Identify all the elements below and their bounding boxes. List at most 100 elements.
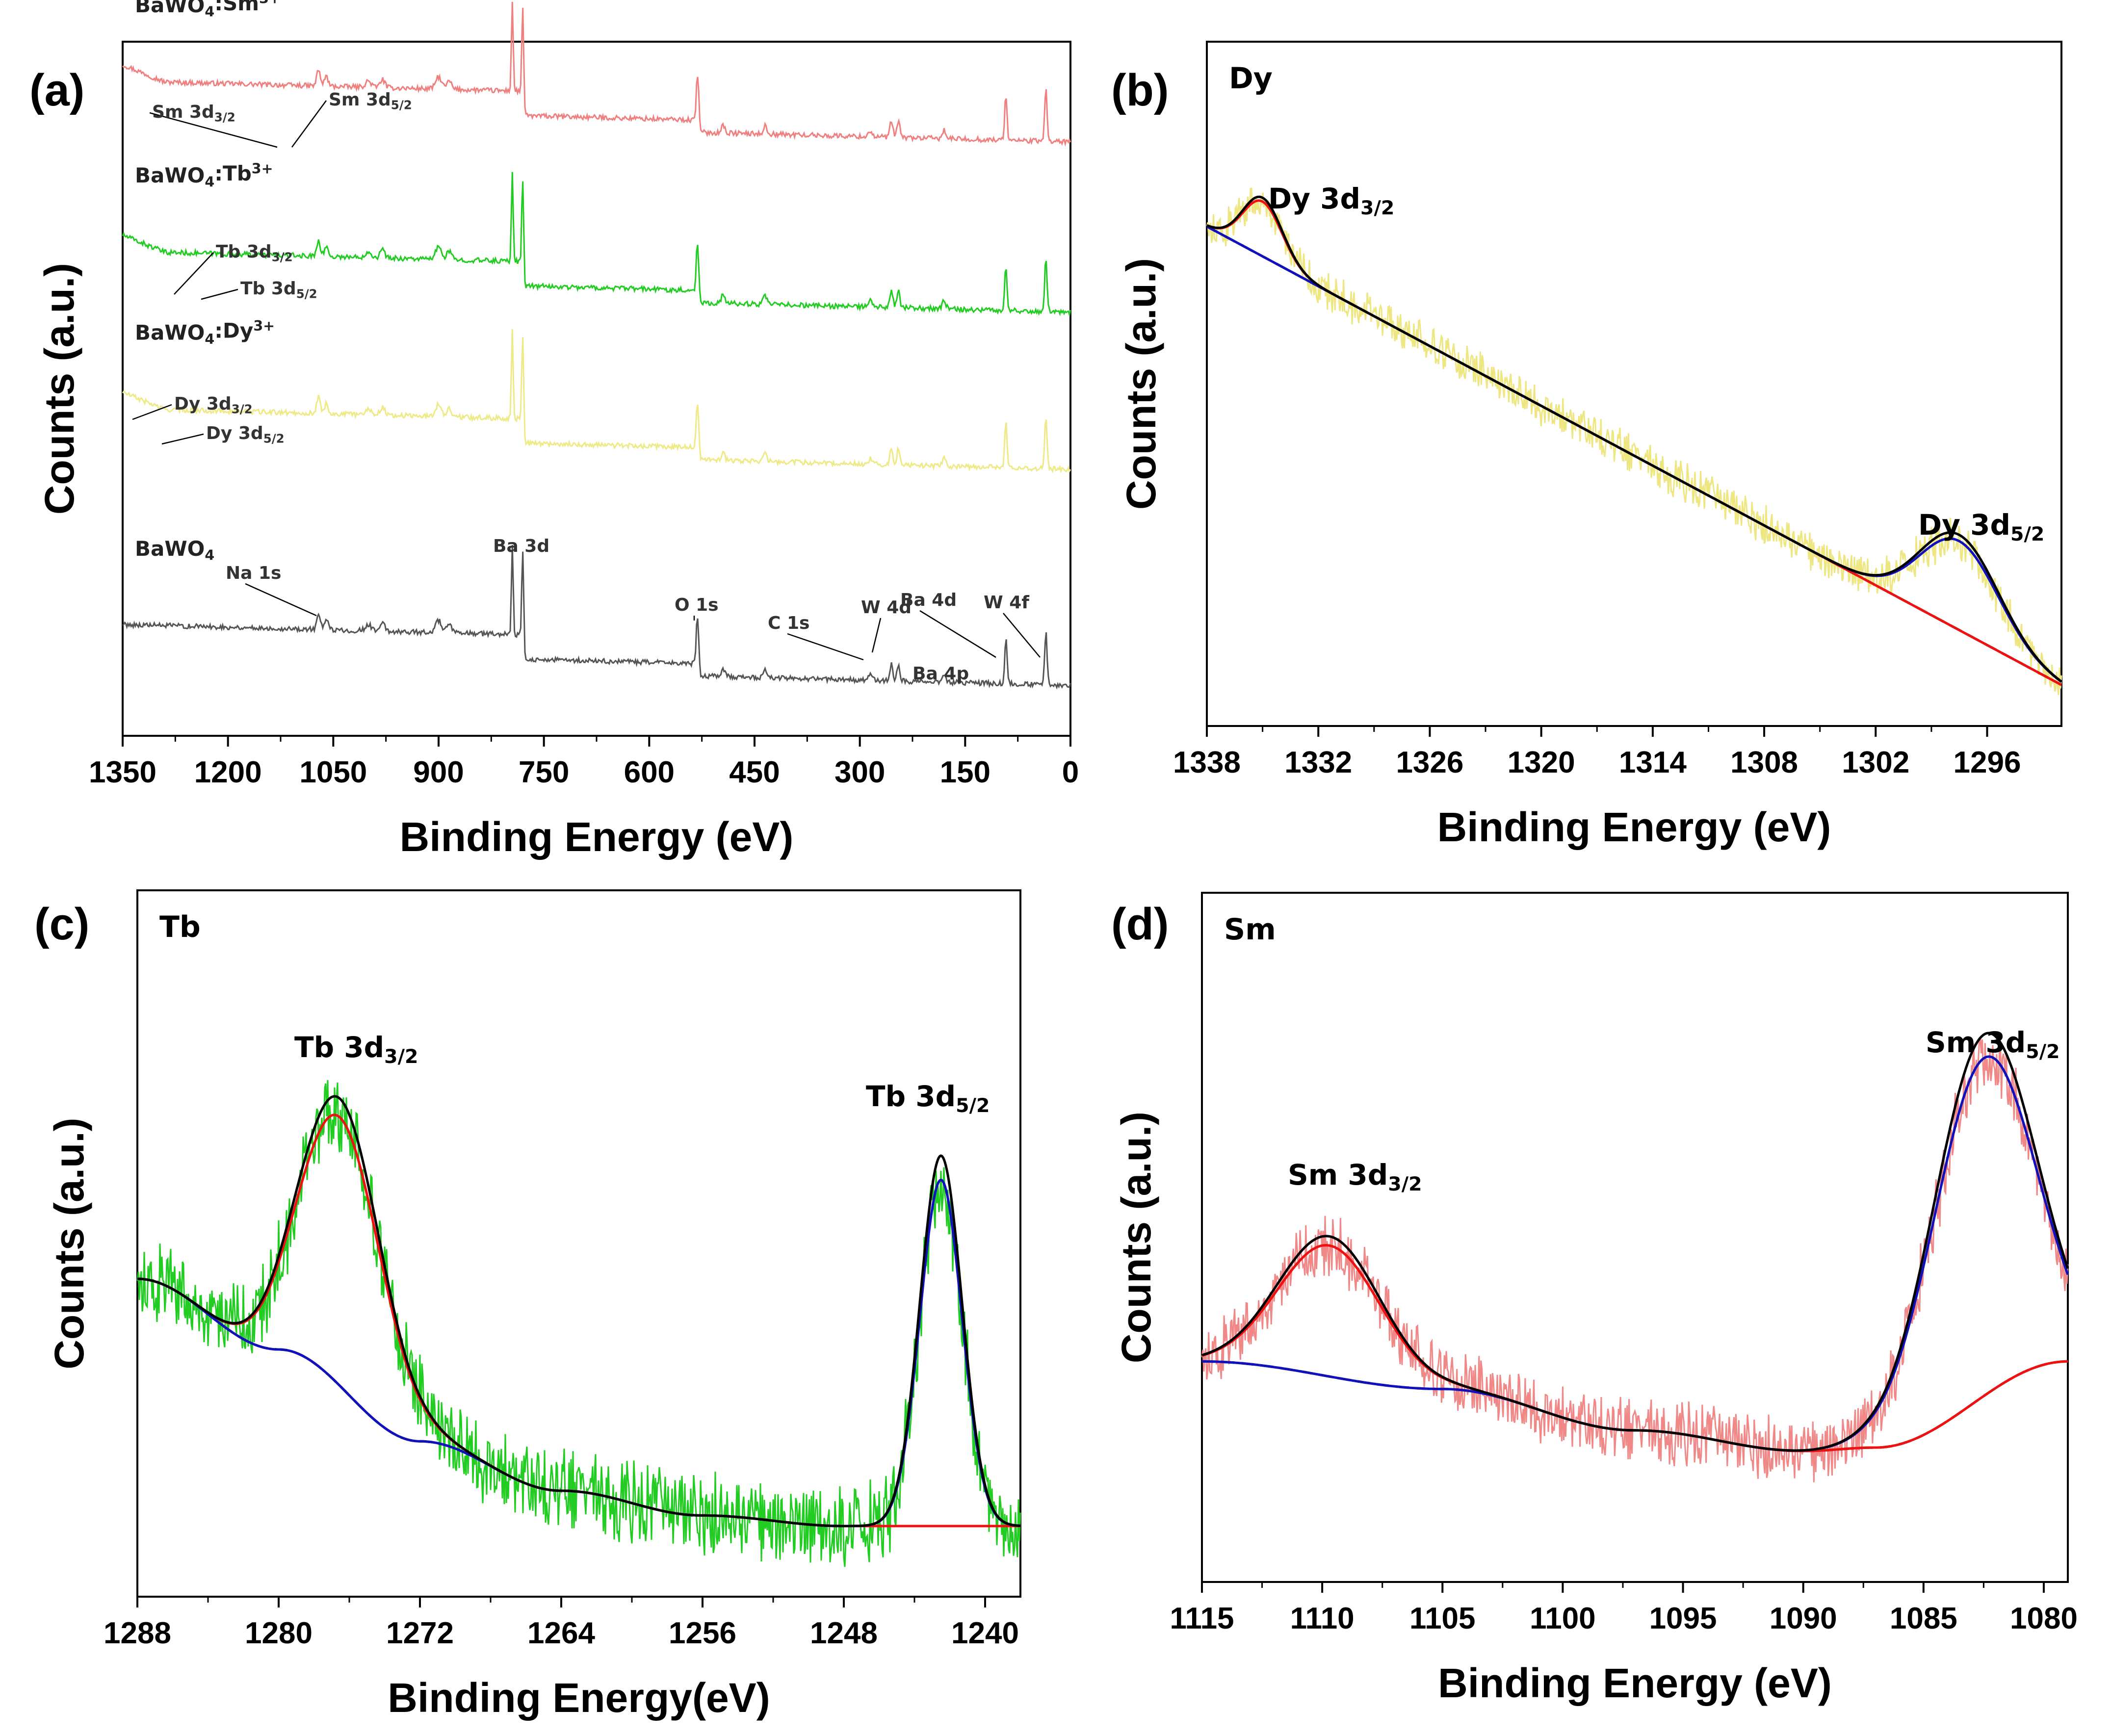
x-tick-label: 1272	[386, 1616, 454, 1650]
component-fit-line	[137, 1178, 1021, 1528]
peak-label: Sm 3d5/2	[1926, 1026, 2060, 1063]
x-tick-label: 1100	[1530, 1602, 1596, 1635]
envelope-fit-line	[1206, 195, 2062, 683]
x-tick-label: 1280	[245, 1616, 313, 1650]
x-tick-label: 300	[834, 755, 885, 789]
peak-label: Ba 4d	[900, 590, 957, 610]
peak-label: Tb 3d3/2	[294, 1031, 418, 1068]
peak-label: Na 1s	[226, 563, 281, 583]
series-label: BaWO4	[135, 537, 214, 564]
series-line	[122, 1, 1071, 147]
x-tick-label: 450	[729, 755, 780, 789]
peak-leader	[132, 404, 172, 420]
peak-label: Tb 3d3/2	[216, 242, 293, 264]
x-axis-title: Binding Energy (eV)	[400, 814, 794, 860]
series-line	[122, 544, 1071, 690]
peak-label: Dy 3d5/2	[206, 423, 285, 445]
peak-leader	[245, 583, 317, 617]
peak-leader	[291, 100, 327, 148]
element-label: Tb	[159, 910, 201, 944]
x-tick-label: 1296	[1954, 746, 2021, 779]
envelope-fit-line	[137, 1095, 1021, 1528]
panel-letter: (b)	[1111, 65, 1169, 115]
peak-label: W 4f	[984, 593, 1029, 613]
panel-letter: (c)	[34, 899, 89, 949]
peak-leader	[201, 288, 238, 300]
x-tick-label: 1085	[1890, 1602, 1957, 1635]
envelope-fit-line	[1201, 1032, 2069, 1452]
panel-d: 1115 1110 1105 1100 1095 1090 1085 1080 Binding …	[1111, 892, 2078, 1706]
y-axis-title: Counts (a.u.)	[46, 1117, 92, 1369]
element-label: Dy	[1229, 61, 1273, 96]
x-tick-label: 150	[940, 755, 990, 789]
x-tick-label: 1240	[951, 1616, 1019, 1650]
x-tick-label: 1090	[1770, 1602, 1837, 1635]
peak-label: Tb 3d5/2	[866, 1080, 990, 1117]
peak-label: Dy 3d3/2	[174, 394, 253, 416]
x-tick-label: 1105	[1409, 1602, 1476, 1635]
peak-label: Dy 3d5/2	[1918, 508, 2044, 545]
raw-data-line	[136, 1080, 1021, 1567]
x-tick-label: 1080	[2010, 1602, 2078, 1635]
peak-label: Sm 3d3/2	[1288, 1158, 1422, 1195]
peak-leader	[787, 633, 864, 661]
x-axis-title: Binding Energy (eV)	[1437, 804, 1831, 850]
x-tick-label: 1308	[1730, 746, 1798, 779]
x-tick-label: 1302	[1842, 746, 1909, 779]
y-axis-title: Counts (a.u.)	[36, 263, 82, 515]
peak-leader	[919, 610, 996, 658]
peak-label: C 1s	[768, 613, 809, 633]
panel-letter: (a)	[29, 65, 84, 115]
component-fit-line	[137, 1114, 1020, 1528]
series-label: BaWO4:Sm3+	[135, 0, 281, 20]
panel-b: 1338 1332 1326 1320 1314 1308 1302 1296 Binding …	[1111, 41, 2062, 850]
peak-leader	[871, 618, 882, 653]
peak-label: Tb 3d5/2	[240, 279, 317, 301]
x-tick-label: 1320	[1508, 746, 1575, 779]
x-tick-label: 1326	[1396, 746, 1463, 779]
peak-leader	[1003, 613, 1041, 658]
x-tick-label: 600	[624, 755, 675, 789]
x-tick-label: 750	[519, 755, 569, 789]
peak-label: Ba 4p	[912, 664, 969, 684]
x-tick-label: 1248	[810, 1616, 878, 1650]
y-axis-title: Counts (a.u.)	[1113, 1112, 1159, 1363]
series-label: BaWO4:Dy3+	[135, 317, 275, 347]
plot-frame	[1206, 41, 2062, 727]
x-tick-label: 1338	[1173, 746, 1241, 779]
x-tick-label: 1050	[299, 755, 367, 789]
panel-c: 1288 1280 1272 1264 1256 1248 1240 Binding Ener…	[34, 889, 1021, 1721]
panel-letter: (d)	[1111, 899, 1169, 949]
series-label: BaWO4:Tb3+	[135, 160, 273, 190]
plot-frame	[1201, 892, 2069, 1583]
component-fit-line	[1201, 1244, 2068, 1452]
series-line	[122, 329, 1071, 473]
element-label: Sm	[1224, 912, 1276, 947]
x-tick-label: 1314	[1619, 746, 1687, 779]
x-axis-title: Binding Energy(eV)	[388, 1675, 770, 1721]
series-line	[122, 172, 1071, 317]
x-tick-label: 1200	[194, 755, 262, 789]
peak-label: Sm 3d3/2	[152, 102, 235, 124]
plot-frame	[122, 41, 1071, 737]
x-tick-label: 1350	[89, 755, 156, 789]
peak-leader	[149, 112, 278, 148]
x-tick-label: 1264	[527, 1616, 595, 1650]
peak-label: W 4d	[861, 597, 912, 618]
x-axis-title: Binding Energy (eV)	[1438, 1660, 1832, 1706]
baseline-line	[1202, 1360, 2068, 1452]
x-tick-label: 1115	[1170, 1602, 1234, 1635]
x-tick-label: 0	[1062, 755, 1079, 789]
peak-label: Dy 3d3/2	[1268, 182, 1394, 219]
raw-data-line	[1206, 187, 2062, 695]
x-tick-label: 1095	[1649, 1602, 1717, 1635]
peak-leader	[174, 252, 214, 295]
x-tick-label: 1256	[669, 1616, 736, 1650]
x-tick-label: 1110	[1290, 1602, 1355, 1635]
x-tick-label: 1288	[104, 1616, 171, 1650]
peak-label: Ba 3d	[493, 536, 549, 556]
x-tick-label: 1332	[1284, 746, 1352, 779]
peak-leader	[161, 433, 204, 445]
x-tick-label: 900	[413, 755, 464, 789]
